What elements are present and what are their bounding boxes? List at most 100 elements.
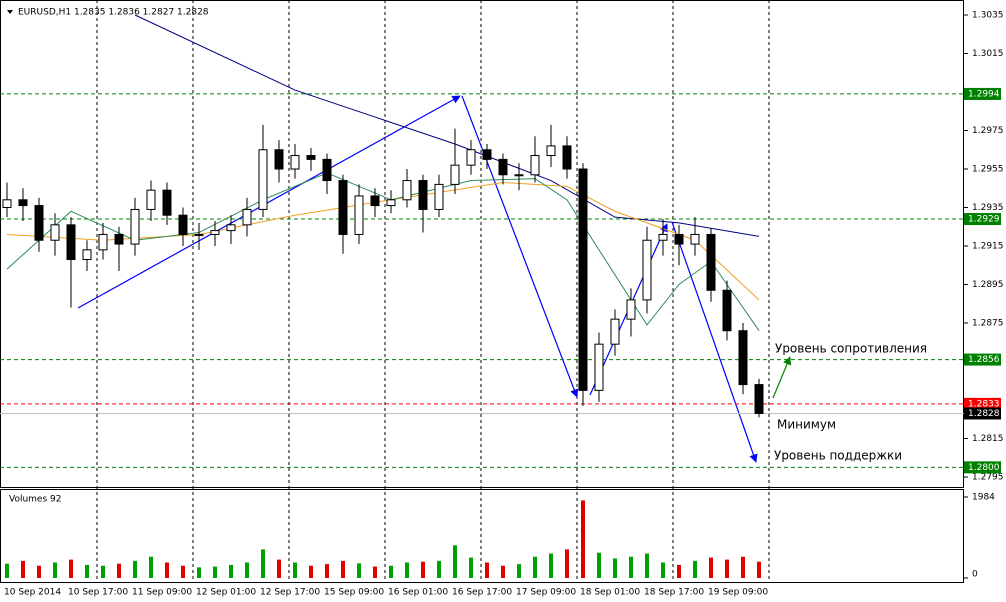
candle-body (2, 199, 12, 209)
candle-body (258, 149, 268, 210)
y-tick-label: 1.2915 (972, 242, 1004, 252)
x-tick-label: 12 Sep 01:00 (196, 588, 256, 598)
level-label-box (964, 461, 1001, 474)
y-tick-label: 1.2815 (972, 434, 1004, 444)
candle-body (354, 195, 364, 235)
volume-bar (677, 564, 681, 578)
candle-body (706, 233, 716, 291)
candle-body (194, 233, 204, 236)
candle-body (434, 183, 444, 210)
level-label-box (964, 213, 1001, 226)
x-tick-label: 17 Sep 09:00 (516, 588, 576, 598)
volume-bar (245, 562, 249, 578)
volume-bar (549, 553, 553, 578)
candle-body (690, 233, 700, 245)
volume-bar (357, 563, 361, 578)
volume-bar (101, 565, 105, 578)
volume-bar (645, 553, 649, 578)
frame (0, 0, 964, 583)
volume-bar (517, 564, 521, 578)
candle-body (178, 214, 188, 235)
candle-body (546, 145, 556, 157)
candle-body (642, 239, 652, 301)
x-tick-label: 19 Sep 09:00 (708, 588, 768, 598)
volume-bar (405, 562, 409, 578)
candle-body (322, 158, 332, 182)
candle-body (306, 155, 316, 160)
x-tick-label: 18 Sep 17:00 (644, 588, 704, 598)
moving-average (6, 181, 760, 301)
y-tick-label: 1984 (972, 493, 995, 503)
y-tick-label: 1.2955 (972, 165, 1004, 175)
candle-body (578, 168, 588, 391)
candle-body (402, 180, 412, 201)
volume-bar (741, 556, 745, 578)
candle-body (594, 343, 604, 391)
candle-body (338, 180, 348, 235)
y-tick-label: 1.2895 (972, 280, 1004, 290)
volume-bar (437, 560, 441, 578)
candle-body (658, 233, 668, 241)
candle-body (610, 318, 620, 345)
volume-bar (37, 565, 41, 578)
y-tick-label: 1.3015 (972, 49, 1004, 59)
candle-body (386, 199, 396, 207)
candle-body (370, 195, 380, 207)
candle-body (50, 224, 60, 241)
candle-body (242, 208, 252, 226)
candle-body (114, 233, 124, 245)
volume-bar (581, 500, 585, 578)
volume-bar (85, 564, 89, 578)
volume-bar (693, 560, 697, 578)
annotation: Уровень поддержки (774, 449, 902, 463)
level-label: 1.2800 (968, 463, 1000, 473)
candle-body (18, 199, 28, 207)
volume-bar (533, 556, 537, 578)
level-label: 1.2994 (968, 89, 1000, 99)
volume-bar (21, 560, 25, 578)
volume-bar (485, 562, 489, 578)
level-label: 1.2856 (968, 355, 1000, 365)
volume-bar (325, 564, 329, 578)
candle-body (530, 155, 540, 176)
level-label-box (964, 353, 1001, 366)
vertical-grid (96, 0, 770, 583)
volume-bar (293, 562, 297, 578)
candle-body (130, 208, 140, 245)
volume-bar (421, 561, 425, 578)
up-arrow (772, 356, 791, 399)
y-tick-label: 1.2935 (972, 203, 1004, 213)
candle-body (34, 205, 44, 241)
x-tick-label: 15 Sep 09:00 (324, 588, 384, 598)
level-label: 1.2828 (968, 409, 1000, 419)
volume-bar (5, 563, 9, 578)
level-label: 1.2833 (968, 399, 1000, 409)
candle-body (226, 224, 236, 232)
header-triangle (7, 10, 13, 14)
x-tick-label: 16 Sep 01:00 (388, 588, 448, 598)
x-tick-label: 10 Sep 17:00 (68, 588, 128, 598)
volume-bar (309, 565, 313, 578)
candle-body (98, 233, 108, 251)
candle-body (514, 174, 524, 177)
volume-bar (709, 557, 713, 578)
volume-bar (373, 566, 377, 578)
candle-body (738, 330, 748, 386)
volume-bar (469, 557, 473, 578)
candle-body (674, 233, 684, 245)
x-tick-label: 18 Sep 01:00 (580, 588, 640, 598)
candle-body (274, 149, 284, 170)
y-tick-label: 1.3035 (972, 11, 1004, 21)
candle-body (290, 155, 300, 170)
volume-bar (757, 561, 761, 578)
volume-bar (661, 562, 665, 578)
candle-body (210, 230, 220, 235)
x-tick-label: 11 Sep 09:00 (132, 588, 192, 598)
candle-body (722, 289, 732, 332)
volume-bar (725, 559, 729, 578)
volume-bar (597, 552, 601, 578)
candle-body (626, 299, 636, 320)
volume-bar (53, 562, 57, 578)
volume-bar (197, 567, 201, 578)
